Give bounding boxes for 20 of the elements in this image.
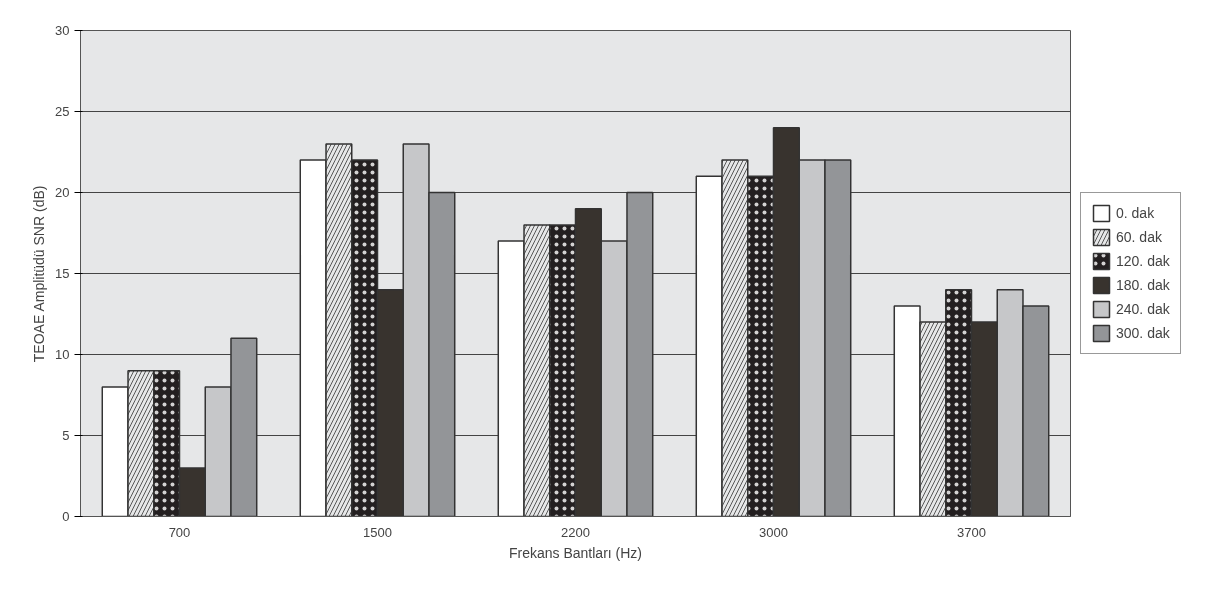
y-tick-label: 0 [62,509,70,524]
legend-label: 240. dak [1116,301,1170,317]
x-tick-label: 2200 [561,524,590,540]
x-tick-label: 3000 [759,524,788,540]
legend-label: 180. dak [1116,277,1170,293]
y-tick-label: 15 [55,266,70,281]
y-tick-label: 25 [55,104,70,119]
y-axis-title: TEOAE Amplitüdü SNR (dB) [31,185,48,363]
x-tick-label: 700 [168,524,191,540]
x-tick-label: 1500 [363,524,392,540]
x-tick-label: 3700 [957,524,986,540]
legend-label: 120. dak [1116,253,1170,269]
legend-label: 0. dak [1116,205,1155,221]
x-axis-title: Frekans Bantları (Hz) [508,544,643,561]
y-tick-label: 10 [55,347,70,362]
y-tick-label: 20 [55,185,70,200]
y-tick-label: 30 [55,23,70,38]
legend-label: 300. dak [1116,325,1170,341]
legend-label: 60. dak [1116,229,1162,245]
y-tick-label: 5 [62,428,70,443]
